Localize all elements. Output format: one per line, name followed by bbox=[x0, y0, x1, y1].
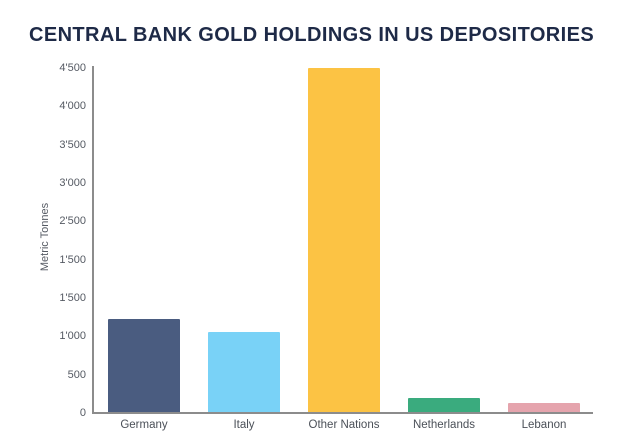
x-category-label-netherlands: Netherlands bbox=[412, 419, 475, 431]
x-category-label-italy: Italy bbox=[233, 419, 255, 431]
bar-germany bbox=[108, 319, 180, 413]
y-tick-label: 4'000 bbox=[59, 100, 86, 113]
chart-title: CENTRAL BANK GOLD HOLDINGS IN US DEPOSIT… bbox=[29, 24, 595, 46]
x-category-label-germany: Germany bbox=[120, 419, 168, 431]
y-tick-label: 0 bbox=[79, 407, 86, 419]
x-axis-line bbox=[92, 412, 593, 414]
y-tick-label: 3'000 bbox=[59, 177, 86, 189]
y-tick-label: 500 bbox=[67, 368, 86, 381]
bar-netherlands bbox=[408, 398, 480, 413]
y-tick-label: 4'500 bbox=[59, 62, 86, 74]
y-tick-label: 1'500 bbox=[59, 253, 86, 266]
y-axis-label: Metric Tonnes bbox=[39, 202, 51, 272]
y-tick-label: 2'500 bbox=[59, 215, 86, 228]
bar-italy bbox=[208, 332, 280, 413]
x-category-label-other-nations: Other Nations bbox=[308, 419, 380, 431]
x-category-label-lebanon: Lebanon bbox=[521, 419, 567, 431]
y-axis-line bbox=[92, 66, 94, 414]
y-tick-label: 1'000 bbox=[59, 330, 86, 343]
bar-lebanon bbox=[508, 403, 580, 413]
bar-other-nations bbox=[308, 68, 380, 413]
y-tick-label: 1'500 bbox=[59, 292, 86, 304]
y-tick-label: 3'500 bbox=[59, 138, 86, 151]
